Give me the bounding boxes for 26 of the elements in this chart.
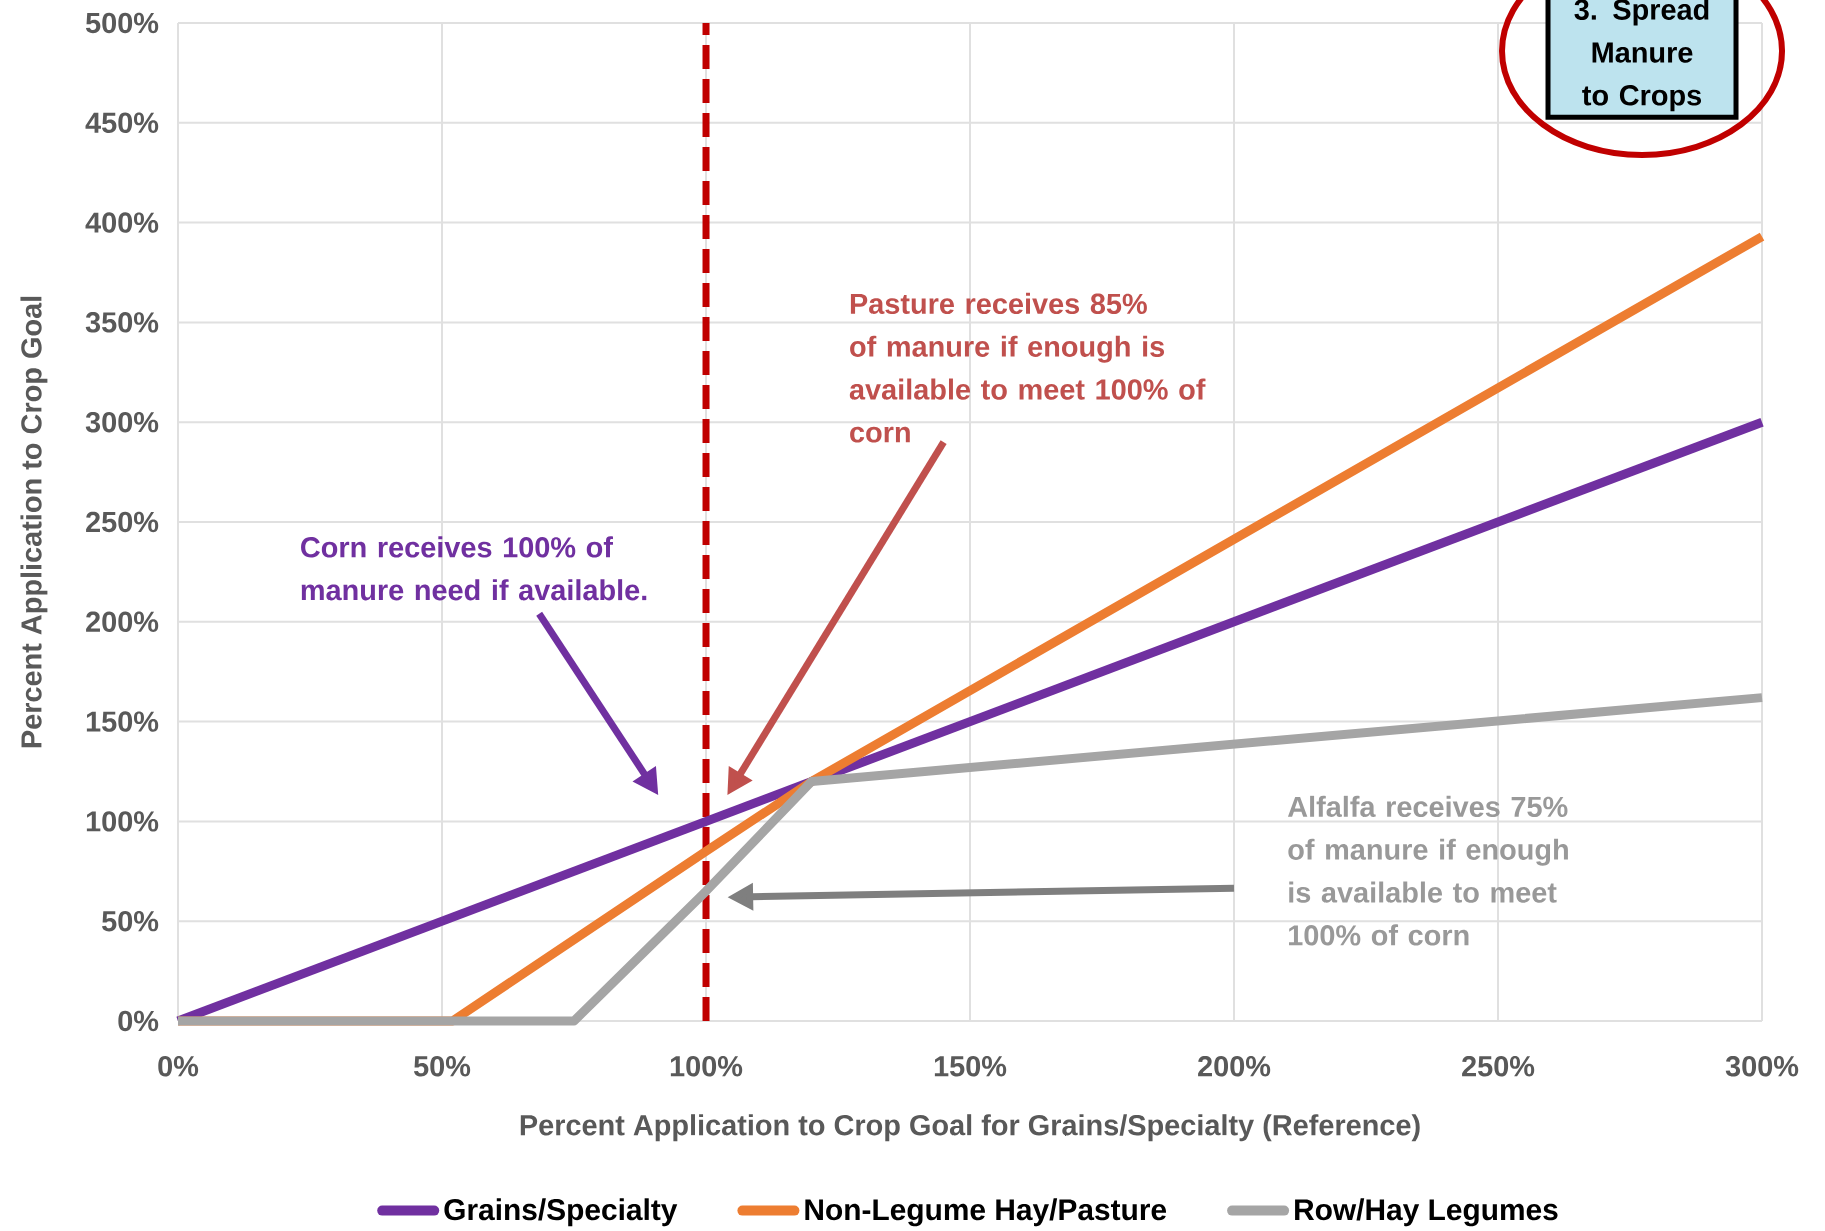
legend-label: Row/Hay Legumes — [1295, 1198, 1558, 1227]
y-tick-label: 0% — [118, 1010, 159, 1032]
y-tick-label: 50% — [102, 910, 159, 932]
x-axis-title: Percent Application to Crop Goal for Grains/Specialty (Reference) — [520, 1114, 1420, 1142]
x-tick-label: 300% — [1725, 1056, 1799, 1077]
legend-label: Grains/Specialty — [444, 1198, 678, 1227]
y-tick-label: 100% — [86, 811, 159, 832]
x-tick-label: 50% — [413, 1056, 471, 1077]
y-tick-label: 200% — [86, 611, 159, 632]
y-axis-title: Percent Application to Crop Goal — [20, 296, 48, 748]
annotation: Corn receives 100% of manure need if available. — [301, 536, 647, 601]
annotation: Pasture receives 85% of manure if enough is available to meet 100% of corn — [849, 292, 1206, 443]
legend-label: Non-Legume Hay/Pasture — [805, 1198, 1167, 1227]
annotation: Alfalfa receives 75% of manure if enough is available to meet 100% of corn — [1287, 795, 1568, 946]
y-tick-label: 150% — [86, 711, 159, 732]
y-tick-label: 450% — [85, 112, 159, 133]
y-tick-label: 250% — [86, 511, 159, 533]
x-tick-label: 150% — [934, 1056, 1007, 1077]
x-tick-label: 0% — [158, 1056, 199, 1077]
x-tick-label: 250% — [1462, 1056, 1535, 1077]
y-tick-label: 400% — [85, 212, 159, 233]
y-tick-label: 300% — [85, 411, 159, 433]
x-tick-label: 100% — [670, 1056, 743, 1077]
x-tick-label: 200% — [1198, 1056, 1271, 1077]
y-tick-label: 350% — [85, 312, 159, 333]
y-tick-label: 500% — [85, 12, 159, 34]
